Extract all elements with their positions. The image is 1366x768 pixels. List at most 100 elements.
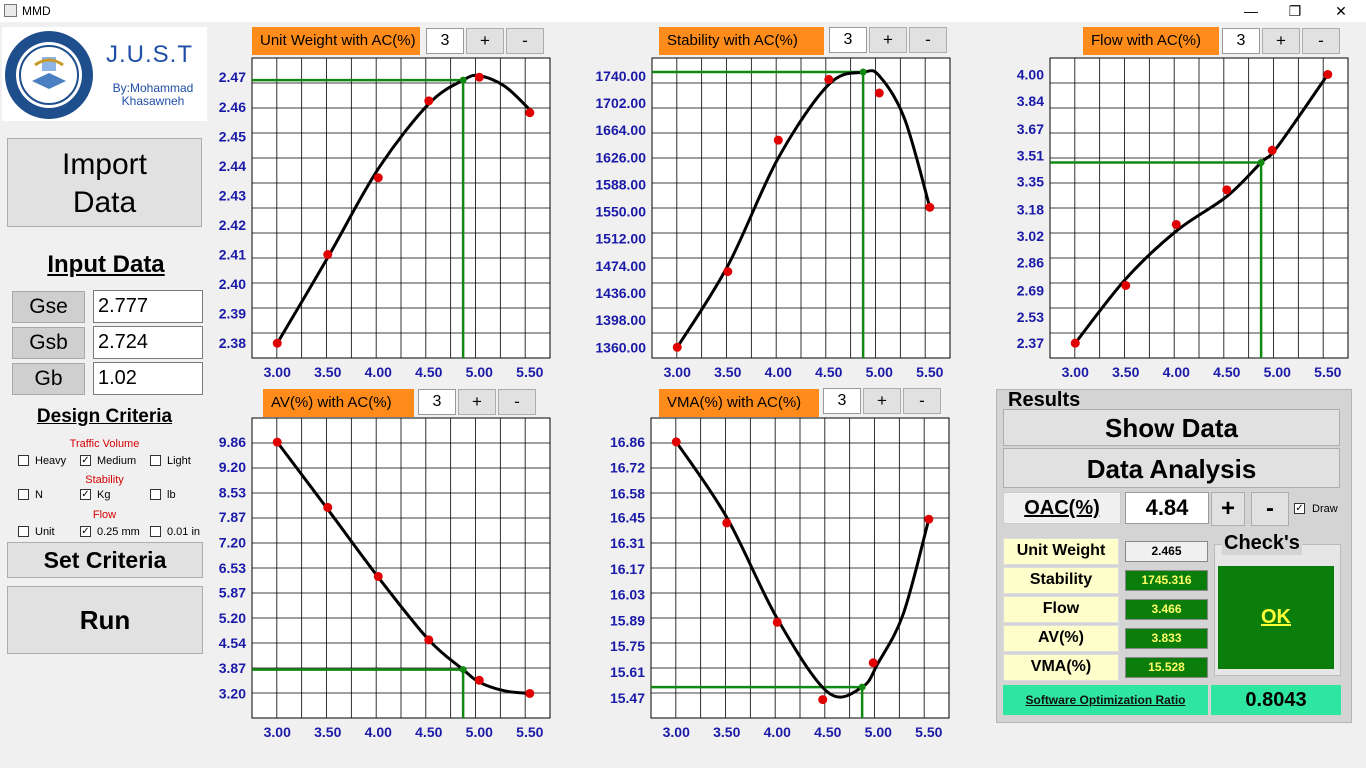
y-tick-label: 3.87 <box>219 660 246 676</box>
y-tick-label: 5.87 <box>219 585 246 601</box>
stability-minus-button[interactable]: - <box>909 27 947 53</box>
y-tick-label: 1664.00 <box>595 122 646 138</box>
x-tick-label: 5.50 <box>916 364 943 380</box>
x-tick-label: 3.50 <box>714 364 741 380</box>
run-button[interactable]: Run <box>7 586 203 654</box>
unit-weight-chart: 2.47 2.46 2.45 2.44 2.43 2.42 2.41 2.40 2.39 2.38… <box>219 57 551 380</box>
av-degree-value[interactable]: 3 <box>418 389 456 415</box>
y-tick-label: 16.17 <box>610 561 645 577</box>
light-label: Light <box>167 455 191 467</box>
light-checkbox[interactable] <box>150 455 161 466</box>
heavy-checkbox[interactable] <box>18 455 29 466</box>
optimization-ratio-label[interactable]: Software Optimization Ratio <box>1003 685 1208 715</box>
close-button[interactable]: ✕ <box>1335 3 1347 19</box>
medium-checkbox[interactable]: ✓ <box>80 455 91 466</box>
gb-input[interactable]: 1.02 <box>93 362 203 395</box>
data-point <box>525 108 535 118</box>
y-tick-label: 2.45 <box>219 128 246 144</box>
n-checkbox[interactable] <box>18 489 29 500</box>
unit-weight-plus-button[interactable]: + <box>466 28 504 54</box>
stability-degree-value[interactable]: 3 <box>829 27 867 53</box>
y-tick-label: 3.67 <box>1017 121 1044 137</box>
set-criteria-button[interactable]: Set Criteria <box>7 542 203 578</box>
av-minus-button[interactable]: - <box>498 389 536 415</box>
y-tick-label: 1398.00 <box>595 312 646 328</box>
x-tick-label: 4.00 <box>1163 364 1190 380</box>
x-tick-label: 3.50 <box>1112 364 1139 380</box>
y-tick-label: 7.87 <box>219 509 246 525</box>
flow-chart: 4.00 3.84 3.67 3.51 3.35 3.18 3.02 2.86 2.69 2.53… <box>1017 57 1349 380</box>
flow-minus-button[interactable]: - <box>1302 28 1340 54</box>
oac-value-input[interactable]: 4.84 <box>1125 492 1209 524</box>
vma-minus-button[interactable]: - <box>903 388 941 414</box>
inch-checkbox[interactable] <box>150 526 161 537</box>
oac-point <box>459 666 467 674</box>
gsb-input[interactable]: 2.724 <box>93 326 203 359</box>
medium-label: Medium <box>97 455 137 467</box>
data-point <box>525 688 535 698</box>
x-tick-label: 5.00 <box>866 364 893 380</box>
y-tick-label: 1740.00 <box>595 68 646 84</box>
logo-title: J.U.S.T <box>106 41 194 68</box>
y-tick-label: 15.47 <box>610 690 645 706</box>
unit-weight-minus-button[interactable]: - <box>506 28 544 54</box>
data-point <box>424 96 434 106</box>
unit-checkbox[interactable] <box>18 526 29 537</box>
data-point <box>474 675 484 685</box>
x-tick-label: 3.50 <box>713 724 740 740</box>
x-tick-label: 5.50 <box>915 724 942 740</box>
gsb-label: Gsb <box>12 327 85 359</box>
fitted-curve <box>1074 73 1330 345</box>
oac-minus-button[interactable]: - <box>1251 492 1289 526</box>
y-tick-label: 2.41 <box>219 247 246 263</box>
unit-weight-result-value: 2.465 <box>1125 541 1208 562</box>
title-bar: MMD — ❐ ✕ <box>0 0 1366 22</box>
data-point <box>723 267 733 277</box>
data-point <box>1121 280 1131 290</box>
x-tick-label: 5.00 <box>466 724 493 740</box>
x-tick-label: 3.50 <box>314 364 341 380</box>
draw-label: Draw <box>1312 503 1338 515</box>
y-tick-label: 2.47 <box>219 69 246 85</box>
data-point <box>272 437 282 447</box>
flow-result-label: Flow <box>1003 596 1119 623</box>
gse-label: Gse <box>12 291 85 323</box>
flow-plus-button[interactable]: + <box>1262 28 1300 54</box>
oac-plus-button[interactable]: + <box>1211 492 1245 526</box>
av-chart: 9.86 9.20 8.53 7.87 7.20 6.53 5.87 5.20 4.54 3.87… <box>219 417 551 740</box>
stability-plus-button[interactable]: + <box>869 27 907 53</box>
x-tick-label: 5.00 <box>865 724 892 740</box>
y-tick-label: 1588.00 <box>595 176 646 192</box>
ok-status-indicator: OK <box>1218 566 1334 669</box>
y-tick-label: 2.43 <box>219 187 246 203</box>
import-data-button[interactable]: Import Data <box>7 138 202 227</box>
minimize-button[interactable]: — <box>1244 3 1258 19</box>
show-data-button[interactable]: Show Data <box>1003 409 1340 446</box>
gse-input[interactable]: 2.777 <box>93 290 203 323</box>
vma-degree-value[interactable]: 3 <box>823 388 861 414</box>
data-point <box>925 202 935 212</box>
oac-point <box>1257 159 1265 167</box>
logo-author: By:Mohammad Khasawneh <box>112 81 194 108</box>
vma-plus-button[interactable]: + <box>863 388 901 414</box>
traffic-volume-label: Traffic Volume <box>69 438 140 450</box>
flow-degree-value[interactable]: 3 <box>1222 28 1260 54</box>
data-analysis-button[interactable]: Data Analysis <box>1003 448 1340 488</box>
x-tick-label: 4.50 <box>415 724 442 740</box>
unit-weight-result-label: Unit Weight <box>1003 538 1119 565</box>
x-tick-label: 5.00 <box>466 364 493 380</box>
y-tick-label: 2.69 <box>1017 282 1044 298</box>
oac-point <box>858 683 866 691</box>
y-tick-label: 2.37 <box>1017 335 1044 351</box>
y-tick-label: 16.72 <box>610 460 645 476</box>
data-point <box>323 250 333 260</box>
draw-checkbox[interactable]: ✓ <box>1294 503 1305 514</box>
lb-checkbox[interactable] <box>150 489 161 500</box>
x-tick-label: 4.00 <box>365 724 392 740</box>
results-title: Results <box>1008 389 1081 411</box>
maximize-button[interactable]: ❐ <box>1288 3 1302 19</box>
av-plus-button[interactable]: + <box>458 389 496 415</box>
mm-checkbox[interactable]: ✓ <box>80 526 91 537</box>
unit-weight-degree-value[interactable]: 3 <box>426 28 464 54</box>
kg-checkbox[interactable]: ✓ <box>80 489 91 500</box>
